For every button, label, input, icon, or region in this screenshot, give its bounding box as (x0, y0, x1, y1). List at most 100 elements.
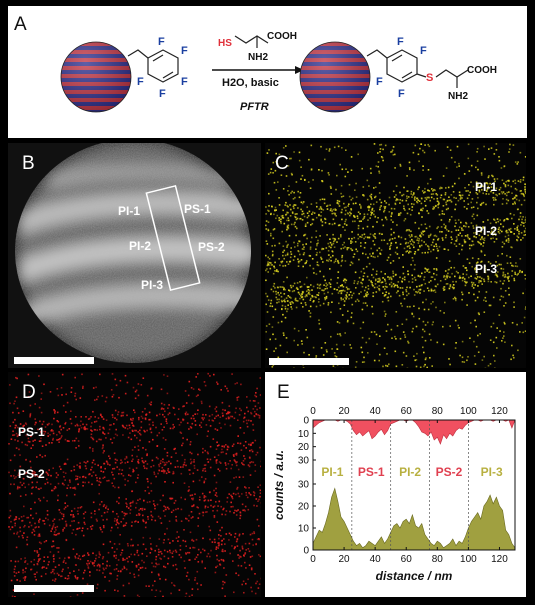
carbon-dot (185, 553, 187, 555)
sulfur-dot (283, 249, 286, 252)
sulfur-dot (355, 248, 357, 251)
sulfur-dot (276, 298, 279, 301)
carbon-dot (46, 513, 49, 516)
carbon-dot (23, 515, 25, 517)
sulfur-dot (516, 239, 519, 242)
sulfur-dot (399, 337, 402, 340)
carbon-dot (57, 438, 60, 441)
carbon-dot (212, 506, 215, 508)
carbon-dot (189, 458, 192, 461)
carbon-dot (103, 476, 106, 479)
nanoparticle-right (300, 42, 370, 112)
carbon-dot (138, 512, 140, 515)
carbon-dot (56, 547, 58, 549)
sulfur-dot (332, 208, 335, 211)
sulfur-dot (371, 305, 373, 308)
sulfur-dot (333, 146, 336, 149)
carbon-dot (107, 432, 110, 435)
sulfur-dot (461, 229, 463, 231)
sulfur-dot (361, 279, 364, 281)
carbon-dot (50, 474, 52, 477)
carbon-dot (64, 462, 66, 465)
sulfur-dot (343, 206, 346, 209)
carbon-dot (108, 455, 110, 457)
sulfur-dot (296, 217, 299, 220)
sulfur-dot (479, 280, 482, 282)
carbon-dot (218, 470, 221, 472)
sulfur-dot (524, 186, 526, 188)
carbon-dot (114, 458, 117, 461)
carbon-dot (59, 426, 61, 428)
sulfur-dot (391, 149, 394, 151)
carbon-dot (207, 430, 209, 433)
sulfur-dot (275, 209, 277, 211)
sulfur-dot (470, 275, 472, 277)
sulfur-dot (374, 283, 377, 285)
carbon-dot (162, 413, 164, 416)
carbon-dot (65, 411, 67, 413)
sulfur-dot (269, 261, 271, 264)
sulfur-dot (490, 227, 493, 230)
sulfur-dot (495, 221, 497, 224)
carbon-dot (79, 397, 82, 399)
sulfur-dot (427, 182, 429, 185)
sulfur-dot (273, 350, 275, 352)
carbon-dot (91, 437, 94, 440)
sulfur-dot (508, 191, 510, 193)
sulfur-dot (458, 253, 460, 255)
sulfur-dot (346, 248, 349, 251)
sulfur-dot (297, 344, 299, 346)
sulfur-dot (523, 225, 525, 227)
carbon-dot (245, 419, 248, 422)
carbon-dot (130, 553, 132, 556)
carbon-dot (15, 424, 17, 427)
sulfur-dot (332, 233, 334, 236)
carbon-dot (81, 529, 83, 532)
sulfur-dot (313, 212, 316, 214)
carbon-dot (148, 585, 150, 587)
sulfur-dot (358, 276, 361, 279)
carbon-dot (146, 454, 148, 457)
carbon-dot (111, 442, 114, 444)
carbon-dot (163, 426, 165, 428)
sulfur-dot (373, 243, 376, 246)
carbon-dot (98, 564, 101, 567)
sulfur-dot (267, 261, 269, 263)
sulfur-dot (330, 311, 332, 314)
carbon-dot (14, 400, 16, 402)
pi-1-label: PI-1 (118, 204, 140, 218)
sulfur-dot (350, 242, 352, 244)
sulfur-dot (267, 221, 270, 223)
carbon-dot (127, 544, 129, 547)
carbon-dot (248, 493, 251, 495)
sulfur-dot (462, 273, 464, 275)
carbon-dot (47, 518, 49, 521)
carbon-dot (164, 481, 166, 483)
carbon-dot (113, 520, 116, 522)
stripe (56, 114, 136, 118)
carbon-dot (112, 474, 114, 476)
carbon-dot (213, 515, 216, 517)
sulfur-dot (344, 332, 346, 334)
carbon-dot (52, 437, 54, 440)
carbon-dot (172, 472, 174, 475)
carbon-dot (222, 559, 225, 561)
sulfur-dot (379, 279, 381, 281)
carbon-dot (152, 424, 154, 426)
sulfur-dot (344, 229, 346, 231)
carbon-dot (172, 427, 174, 430)
sulfur-dot (472, 227, 475, 229)
sulfur-dot (348, 237, 350, 240)
carbon-dot (147, 516, 149, 518)
carbon-dot (114, 589, 116, 591)
carbon-dot (137, 394, 140, 397)
carbon-dot (148, 411, 151, 414)
sulfur-dot (472, 206, 475, 208)
carbon-dot (122, 559, 125, 561)
sulfur-dot (360, 220, 362, 222)
sulfur-dot (350, 208, 352, 210)
sulfur-dot (318, 284, 321, 287)
panel-b-label: B (22, 153, 35, 174)
carbon-dot (235, 407, 237, 410)
sulfur-dot (430, 196, 433, 199)
